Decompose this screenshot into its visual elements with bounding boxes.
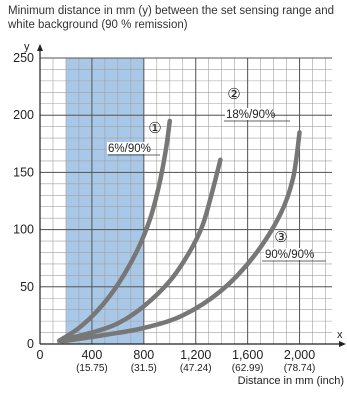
x-tick-label: 0 [37,348,44,362]
x-tick-sublabel: (15.75) [76,363,108,374]
x-tick-sublabel: (62.99) [232,363,264,374]
x-tick-label: 1,600 [232,348,263,362]
x-tick-label: 1,200 [180,348,211,362]
series-label-bg-1 [107,142,148,154]
series-marker-1: ① [148,120,161,137]
y-tick-label: 100 [13,223,34,237]
y-tick-label: 250 [13,51,34,65]
x-tick-label: 800 [133,348,154,362]
y-axis-letter: y [24,41,30,53]
series-label-2: 18%/90% [226,109,275,121]
series-label-1: 6%/90% [108,143,151,155]
series-label-bg-2 [225,108,272,120]
x-tick-label: 400 [81,348,102,362]
x-axis-letter: x [337,329,343,341]
series-label-bg-3 [264,248,311,260]
series-marker-3: ③ [274,229,287,246]
x-axis-arrow [339,341,346,347]
y-tick-label: 50 [20,280,34,294]
series-marker-2: ② [227,86,240,103]
y-tick-label: 200 [13,108,34,122]
series-line-1 [57,118,173,343]
x-tick-sublabel: (31.5) [131,363,157,374]
y-tick-label: 0 [27,337,34,351]
x-tick-label: 2,000 [284,348,315,362]
x-axis-title: Distance in mm (inch) [238,375,344,387]
series-line-2 [57,157,223,343]
series-line-3 [57,130,302,344]
chart-title: Minimum distance in mm (y) between the s… [8,5,334,31]
y-tick-label: 150 [13,165,34,179]
series-label-3: 90%/90% [265,249,314,261]
x-tick-sublabel: (47.24) [180,363,212,374]
x-tick-sublabel: (78.74) [284,363,316,374]
y-axis-arrow [37,44,43,51]
